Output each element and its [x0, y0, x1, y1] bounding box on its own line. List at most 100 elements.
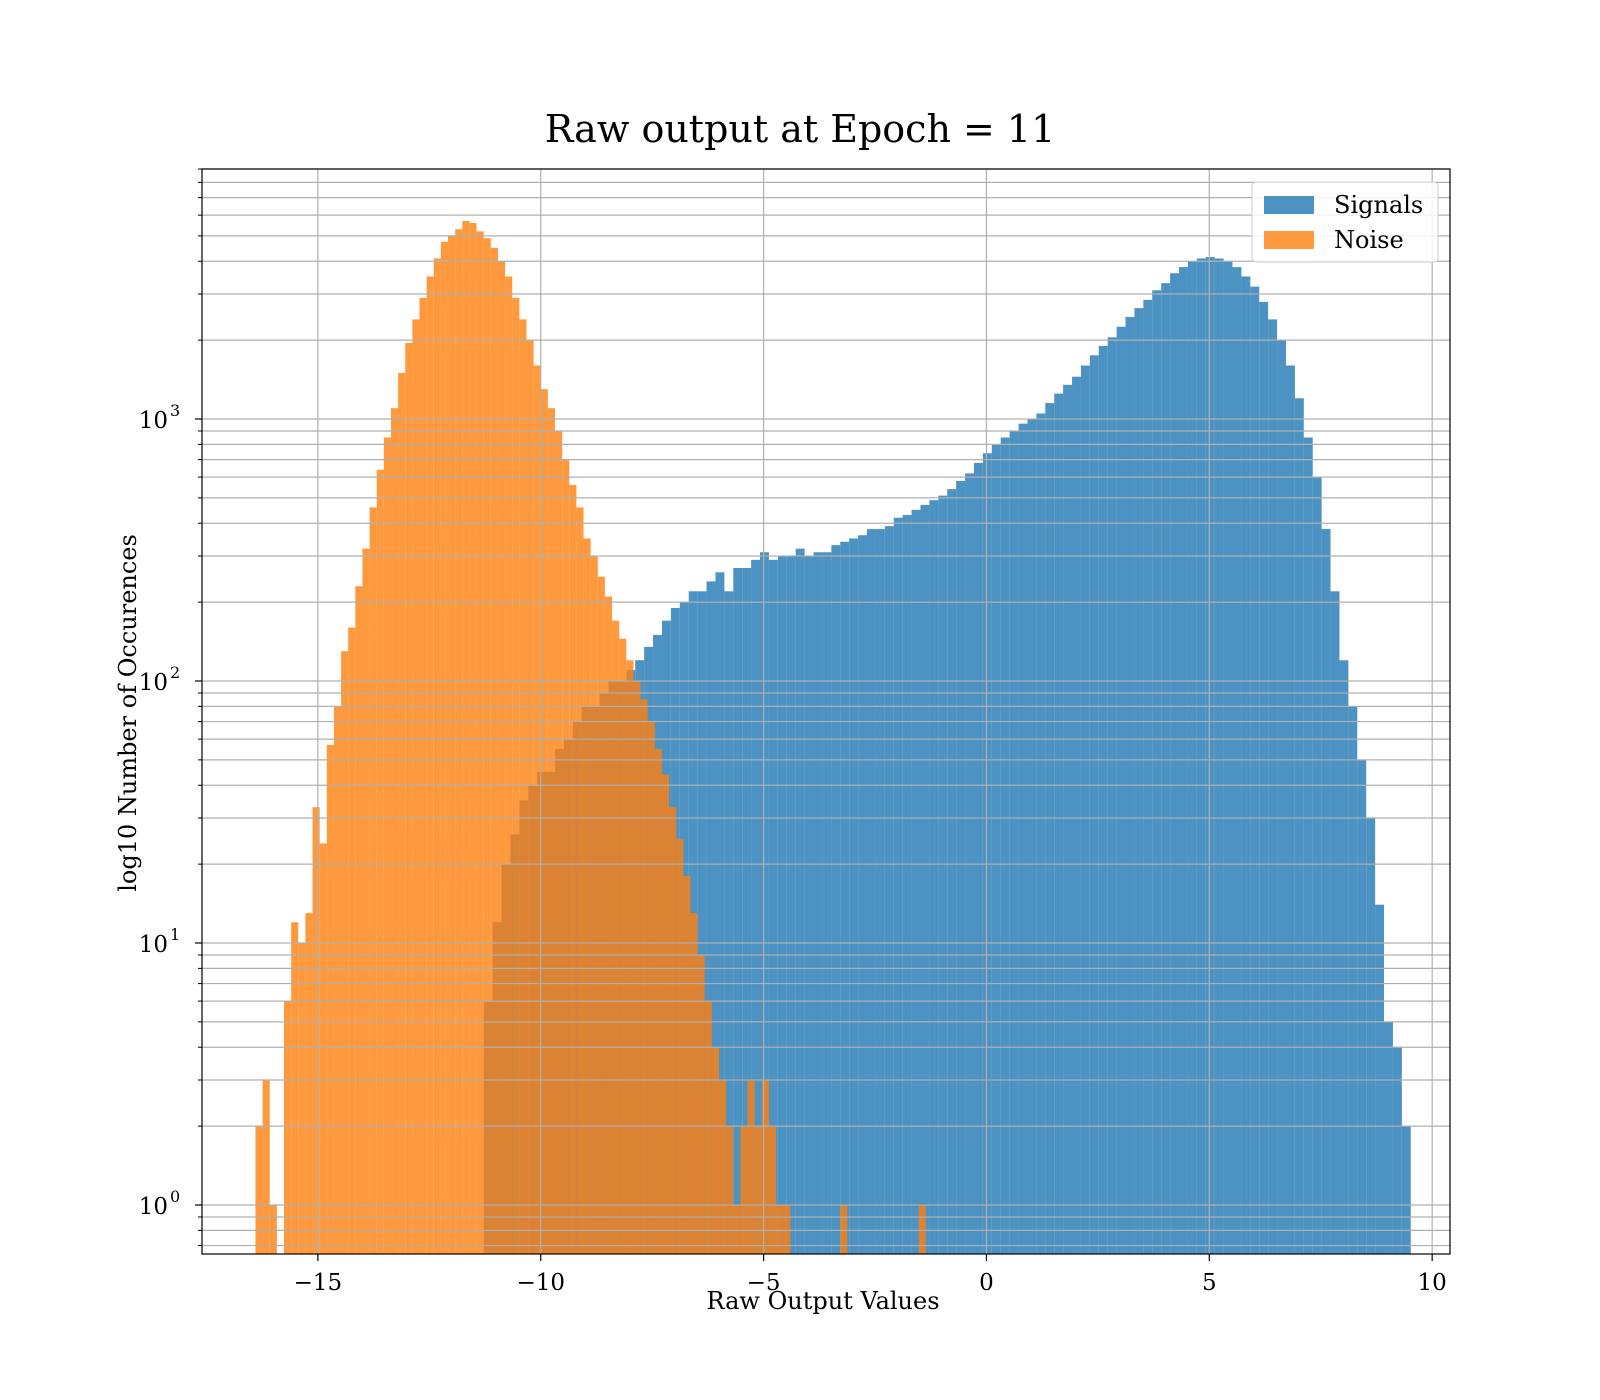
bar-signals — [1098, 345, 1108, 1254]
bar-noise — [369, 507, 377, 1254]
y-tick-exponent: 1 — [170, 925, 180, 944]
bar-noise — [719, 1079, 727, 1254]
bar-noise — [326, 744, 334, 1254]
bar-noise — [519, 319, 527, 1254]
y-tick-exponent: 2 — [170, 663, 180, 682]
bar-noise — [291, 922, 299, 1254]
bar-noise — [440, 241, 449, 1254]
bar-signals — [1392, 1047, 1402, 1254]
bar-signals — [1179, 267, 1188, 1254]
bar-signals — [1054, 393, 1064, 1254]
bar-noise — [647, 721, 655, 1254]
bar-signals — [742, 567, 752, 1254]
bar-noise — [540, 389, 548, 1254]
series-noise — [255, 220, 926, 1254]
bar-noise — [840, 1204, 848, 1254]
bar-signals — [715, 572, 725, 1254]
bar-noise — [747, 1079, 755, 1254]
bar-signals — [706, 581, 716, 1254]
bar-signals — [1357, 759, 1367, 1254]
x-tick-label: 0 — [979, 1270, 994, 1296]
bar-signals — [831, 545, 841, 1254]
bar-signals — [1259, 301, 1269, 1254]
bar-signals — [1250, 286, 1260, 1254]
bar-noise — [362, 548, 370, 1254]
bar-signals — [840, 541, 850, 1254]
bar-noise — [405, 343, 413, 1254]
bar-signals — [1080, 365, 1090, 1254]
bar-noise — [754, 1126, 762, 1254]
bar-noise — [590, 556, 598, 1254]
x-tick-label: −5 — [747, 1270, 781, 1296]
bar-signals — [1205, 257, 1215, 1254]
bar-signals — [1009, 430, 1019, 1254]
bar-signals — [768, 559, 778, 1254]
bar-noise — [490, 247, 498, 1254]
bar-signals — [1223, 261, 1233, 1254]
bar-noise — [761, 1079, 769, 1254]
bar-signals — [947, 489, 957, 1254]
bar-noise — [333, 706, 342, 1254]
bar-signals — [1384, 1021, 1393, 1254]
bar-noise — [783, 1204, 791, 1254]
bar-signals — [1339, 660, 1349, 1254]
bar-signals — [795, 548, 805, 1254]
bar-noise — [298, 942, 306, 1254]
bar-noise — [476, 231, 484, 1254]
bar-noise — [284, 1001, 292, 1254]
bar-noise — [533, 365, 541, 1254]
bar-signals — [1036, 413, 1046, 1254]
chart-title: Raw output at Epoch = 11 — [545, 107, 1056, 151]
legend: Signals Noise — [1251, 181, 1439, 263]
bar-signals — [751, 559, 761, 1254]
bar-noise — [918, 1204, 926, 1254]
bar-signals — [1143, 299, 1153, 1254]
x-tick-label: 10 — [1418, 1270, 1447, 1296]
bar-signals — [1089, 355, 1099, 1254]
bar-noise — [305, 913, 313, 1254]
bar-noise — [412, 319, 420, 1254]
y-tick-label: 10 — [139, 408, 168, 434]
bar-noise — [462, 220, 470, 1254]
bar-signals — [1027, 419, 1037, 1254]
y-tick-label: 10 — [139, 1194, 168, 1220]
bar-signals — [724, 591, 734, 1254]
bar-signals — [1294, 398, 1304, 1254]
bar-signals — [1170, 273, 1179, 1254]
bar-signals — [1303, 437, 1313, 1254]
bar-noise — [348, 627, 356, 1254]
bar-noise — [768, 1126, 777, 1254]
bar-signals — [1268, 319, 1278, 1254]
bar-noise — [390, 408, 399, 1254]
x-tick-label: −10 — [516, 1270, 565, 1296]
bar-noise — [255, 1126, 263, 1254]
bar-signals — [1375, 904, 1385, 1254]
bar-signals — [777, 556, 787, 1254]
bar-noise — [619, 638, 627, 1254]
bar-noise — [576, 507, 584, 1254]
bar-signals — [804, 556, 814, 1254]
bar-noise — [526, 340, 534, 1254]
legend-swatch-signals — [1264, 196, 1314, 214]
y-tick-exponent: 0 — [170, 1187, 180, 1206]
bar-signals — [849, 538, 859, 1254]
bar-signals — [1277, 340, 1286, 1254]
bar-noise — [711, 1047, 720, 1254]
x-tick-label: −15 — [294, 1270, 343, 1296]
bar-signals — [1063, 384, 1073, 1254]
bar-noise — [733, 1204, 741, 1254]
bar-noise — [426, 276, 434, 1254]
bar-signals — [733, 567, 743, 1254]
axes-frame — [201, 168, 1451, 1255]
bar-signals — [920, 504, 930, 1254]
x-tick-label: 5 — [1202, 1270, 1217, 1296]
y-tick-label: 10 — [139, 932, 168, 958]
bar-signals — [1366, 817, 1376, 1254]
bar-signals — [1330, 591, 1340, 1254]
bar-noise — [355, 586, 363, 1254]
bar-signals — [1285, 365, 1295, 1254]
bar-signals — [1232, 267, 1242, 1254]
bar-noise — [341, 651, 349, 1254]
bar-signals — [1000, 437, 1010, 1254]
bar-signals — [1214, 258, 1224, 1254]
